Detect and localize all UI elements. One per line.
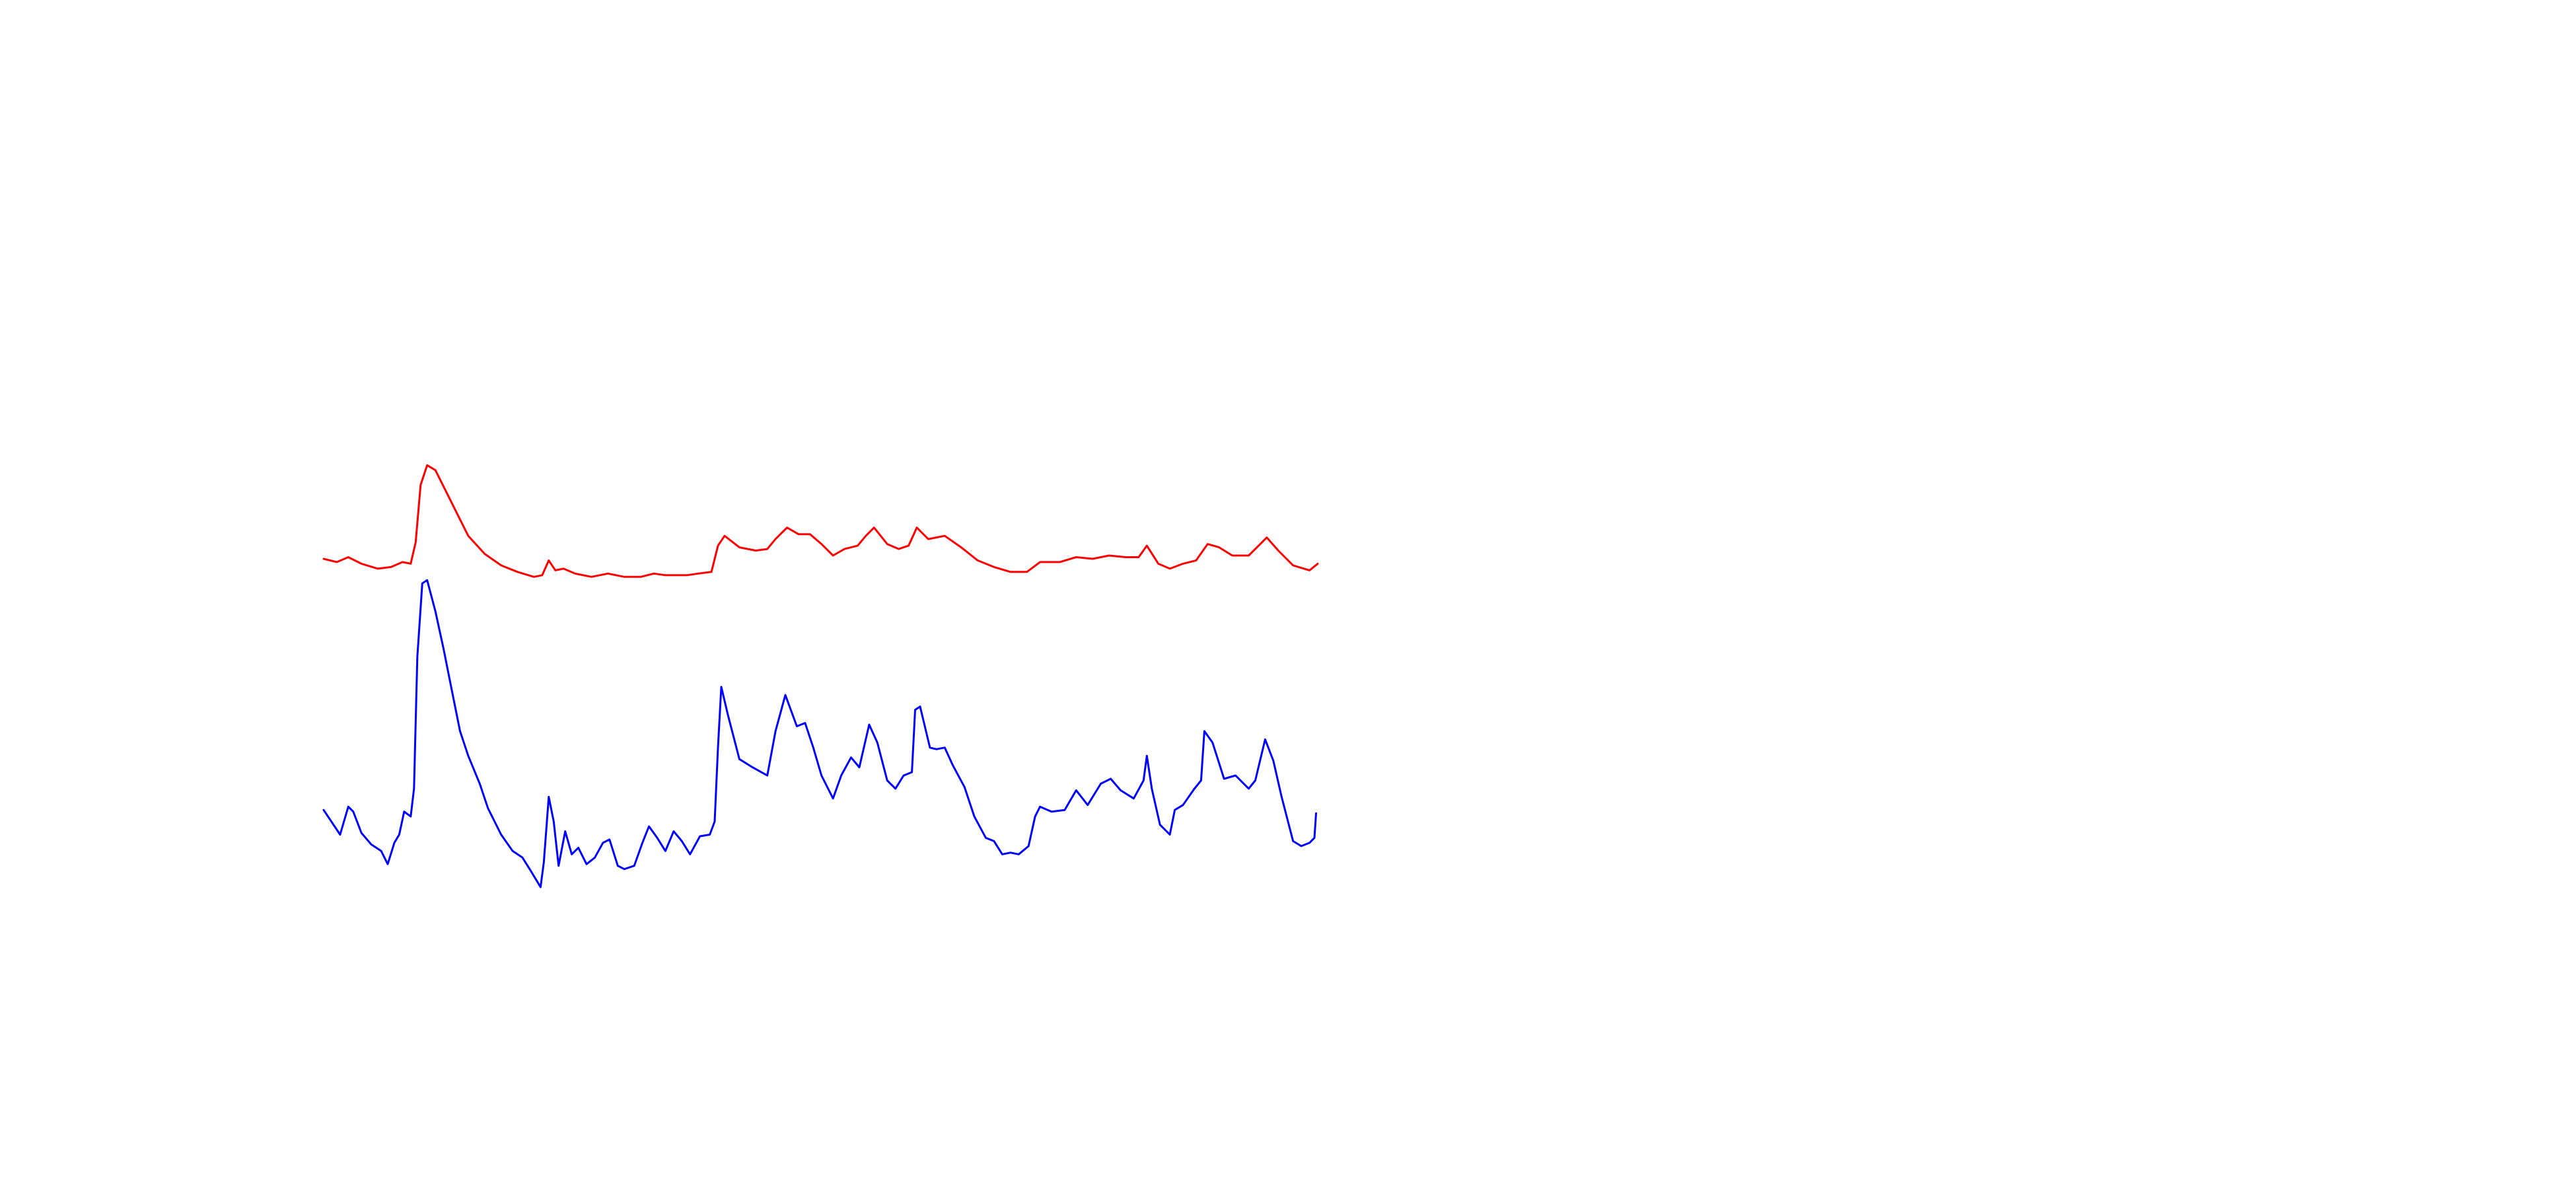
data-line — [322, 464, 1319, 578]
data-line — [322, 579, 1317, 888]
